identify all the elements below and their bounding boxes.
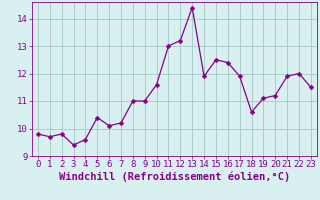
X-axis label: Windchill (Refroidissement éolien,°C): Windchill (Refroidissement éolien,°C): [59, 172, 290, 182]
